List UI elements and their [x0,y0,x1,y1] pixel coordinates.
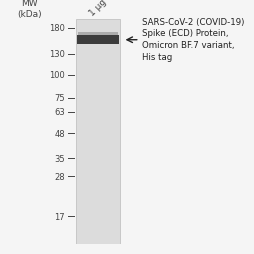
Text: 100: 100 [49,71,65,80]
Text: 48: 48 [54,129,65,138]
Bar [77,36,118,45]
Text: 1 µg: 1 µg [87,0,108,18]
Text: MW
(kDa): MW (kDa) [17,0,42,19]
Text: 130: 130 [49,50,65,59]
Text: 17: 17 [54,212,65,221]
Text: 35: 35 [54,154,65,163]
Text: 75: 75 [54,94,65,103]
Bar [76,20,120,244]
Text: 180: 180 [49,24,65,33]
Bar [78,33,118,36]
Text: 28: 28 [54,172,65,181]
Text: 63: 63 [54,108,65,117]
Text: SARS-CoV-2 (COVID-19)
Spike (ECD) Protein,
Omicron BF.7 variant,
His tag: SARS-CoV-2 (COVID-19) Spike (ECD) Protei… [142,18,244,62]
